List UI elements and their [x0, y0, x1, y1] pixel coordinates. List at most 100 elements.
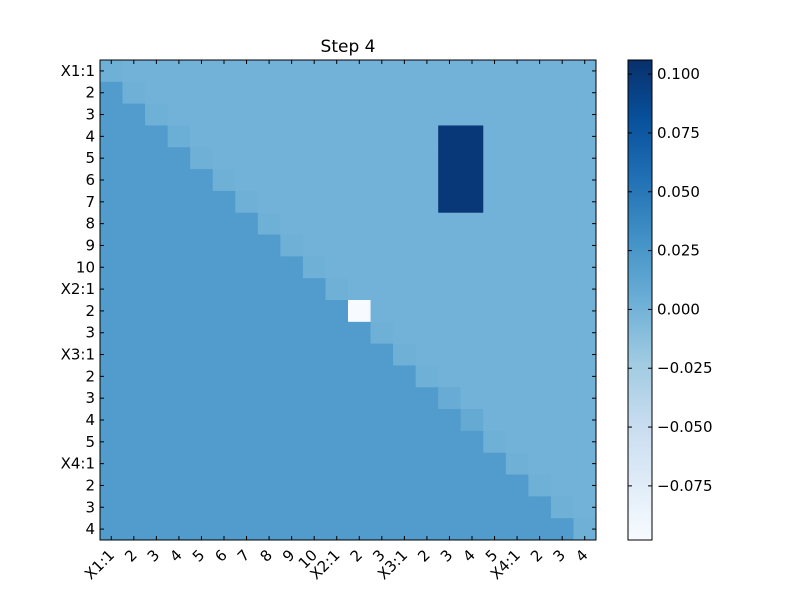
y-tick-label: X2:1: [61, 280, 95, 298]
heatmap-cell: [348, 474, 371, 497]
heatmap-cell: [393, 212, 417, 235]
heatmap-cell: [190, 409, 214, 432]
heatmap-cell: [145, 518, 169, 541]
heatmap-cell: [212, 212, 236, 235]
heatmap-cell: [505, 169, 529, 192]
heatmap-cell: [393, 234, 417, 257]
heatmap-cell: [190, 518, 214, 541]
heatmap-cell: [483, 518, 507, 541]
heatmap-cell: [348, 452, 371, 475]
heatmap-cell: [212, 81, 236, 105]
heatmap-cell: [505, 256, 529, 279]
heatmap-cell: [212, 125, 236, 148]
heatmap-cell: [280, 430, 304, 454]
y-tick-label: 3: [85, 389, 95, 407]
heatmap-cell: [348, 343, 371, 366]
heatmap-cell: [190, 278, 214, 301]
heatmap-cell: [145, 212, 169, 235]
heatmap-cell: [483, 190, 507, 214]
colorbar-tick-label: 0.000: [657, 300, 700, 318]
heatmap-cell: [438, 234, 462, 257]
heatmap-cell: [550, 278, 574, 301]
heatmap-cell: [460, 234, 484, 257]
heatmap-cell: [528, 496, 552, 519]
heatmap-cell: [145, 430, 169, 454]
y-tick-label: 6: [85, 171, 95, 189]
heatmap-cell: [302, 321, 326, 345]
heatmap-cell: [415, 496, 439, 519]
heatmap-cell: [483, 278, 507, 301]
heatmap-cell: [280, 409, 304, 432]
heatmap-cell: [550, 234, 574, 257]
heatmap-cell: [325, 300, 349, 323]
heatmap-cell: [483, 321, 507, 345]
heatmap-cell: [528, 409, 552, 432]
x-tick-label: 8: [256, 546, 275, 565]
heatmap-cell: [325, 278, 349, 301]
heatmap-cell: [190, 60, 214, 83]
heatmap-cell: [280, 518, 304, 541]
heatmap-cell: [528, 365, 552, 388]
heatmap-cell: [257, 278, 281, 301]
heatmap-cell: [302, 212, 326, 235]
heatmap-cell: [460, 321, 484, 345]
heatmap-cell: [550, 518, 574, 541]
heatmap-cell: [483, 496, 507, 519]
heatmap-cell: [122, 387, 146, 410]
heatmap-cell: [257, 321, 281, 345]
x-tick-label: 6: [211, 546, 230, 565]
heatmap-cell: [573, 212, 597, 235]
heatmap-cell: [460, 409, 484, 432]
heatmap-cell: [348, 190, 371, 214]
colorbar-tick-label: −0.050: [657, 418, 713, 436]
heatmap-cell: [438, 387, 462, 410]
heatmap-cell: [393, 387, 417, 410]
heatmap-cell: [438, 409, 462, 432]
heatmap-cell: [302, 300, 326, 323]
heatmap-cell: [190, 321, 214, 345]
heatmap-cell: [483, 81, 507, 105]
heatmap-cell: [573, 300, 597, 323]
heatmap-cell: [573, 169, 597, 192]
heatmap-cell: [393, 365, 417, 388]
heatmap-cell: [280, 125, 304, 148]
heatmap-cell: [550, 147, 574, 170]
heatmap-cell: [235, 300, 259, 323]
heatmap-cell: [325, 147, 349, 170]
heatmap-cell: [100, 452, 123, 475]
heatmap-cell: [415, 387, 439, 410]
heatmap-cell: [483, 343, 507, 366]
x-tick-label: 4: [166, 546, 185, 565]
heatmap-cells: [100, 60, 597, 541]
heatmap-cell: [528, 256, 552, 279]
heatmap-cell: [573, 409, 597, 432]
heatmap-cell: [505, 103, 529, 126]
heatmap-cell: [145, 365, 169, 388]
heatmap-cell: [122, 300, 146, 323]
heatmap-cell: [235, 125, 259, 148]
plot-frame: [99, 59, 597, 541]
heatmap-cell: [370, 212, 394, 235]
heatmap-cell: [212, 234, 236, 257]
x-tick-label: 2: [414, 546, 433, 565]
heatmap-cell: [348, 103, 371, 126]
heatmap-cell: [122, 190, 146, 214]
heatmap-cell: [393, 430, 417, 454]
heatmap-cell: [145, 234, 169, 257]
heatmap-cell: [122, 430, 146, 454]
heatmap-cell: [212, 343, 236, 366]
heatmap-cell: [235, 343, 259, 366]
heatmap-cell: [122, 452, 146, 475]
heatmap-cell: [167, 125, 191, 148]
heatmap-cell: [573, 387, 597, 410]
heatmap-cell: [325, 387, 349, 410]
heatmap-cell: [550, 387, 574, 410]
heatmap-cell: [415, 518, 439, 541]
heatmap-cell: [415, 190, 439, 214]
heatmap-cell: [167, 190, 191, 214]
heatmap-cell: [280, 365, 304, 388]
heatmap-cell: [212, 256, 236, 279]
heatmap-cell: [190, 103, 214, 126]
heatmap-cell: [438, 125, 462, 148]
heatmap-cell: [167, 256, 191, 279]
